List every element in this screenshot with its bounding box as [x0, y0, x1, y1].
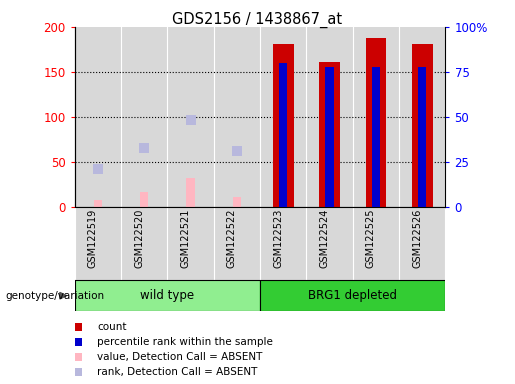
- Text: BRG1 depleted: BRG1 depleted: [308, 289, 397, 302]
- Bar: [260, 27, 306, 207]
- Bar: [306, 207, 353, 280]
- Bar: [319, 62, 340, 207]
- Bar: [260, 280, 445, 311]
- Text: GSM122526: GSM122526: [413, 209, 422, 268]
- Bar: [167, 207, 214, 280]
- Bar: [186, 177, 195, 207]
- Bar: [140, 192, 148, 207]
- Text: GSM122520: GSM122520: [134, 209, 144, 268]
- Text: GSM122523: GSM122523: [273, 209, 283, 268]
- Text: GSM122521: GSM122521: [181, 209, 191, 268]
- Bar: [273, 44, 294, 207]
- Bar: [121, 207, 167, 280]
- Bar: [75, 207, 121, 280]
- Bar: [306, 27, 353, 207]
- Bar: [167, 27, 214, 207]
- Text: value, Detection Call = ABSENT: value, Detection Call = ABSENT: [97, 352, 262, 362]
- Text: count: count: [97, 322, 126, 332]
- Text: GSM122522: GSM122522: [227, 209, 237, 268]
- Text: GSM122519: GSM122519: [88, 209, 98, 268]
- Bar: [94, 200, 102, 207]
- Bar: [75, 280, 260, 311]
- Bar: [75, 27, 121, 207]
- Text: percentile rank within the sample: percentile rank within the sample: [97, 337, 273, 347]
- Bar: [399, 27, 445, 207]
- Bar: [366, 38, 386, 207]
- Text: GSM122525: GSM122525: [366, 209, 376, 268]
- Bar: [372, 68, 380, 207]
- Text: rank, Detection Call = ABSENT: rank, Detection Call = ABSENT: [97, 367, 258, 377]
- Bar: [214, 27, 260, 207]
- Text: GDS2156 / 1438867_at: GDS2156 / 1438867_at: [173, 12, 342, 28]
- Bar: [412, 44, 433, 207]
- Bar: [353, 27, 399, 207]
- Bar: [121, 27, 167, 207]
- Bar: [353, 207, 399, 280]
- Bar: [214, 207, 260, 280]
- Text: genotype/variation: genotype/variation: [5, 291, 104, 301]
- Text: wild type: wild type: [140, 289, 195, 302]
- Bar: [260, 207, 306, 280]
- Bar: [418, 68, 426, 207]
- Text: GSM122524: GSM122524: [320, 209, 330, 268]
- Bar: [233, 197, 241, 207]
- Bar: [399, 207, 445, 280]
- Bar: [279, 63, 287, 207]
- Bar: [325, 68, 334, 207]
